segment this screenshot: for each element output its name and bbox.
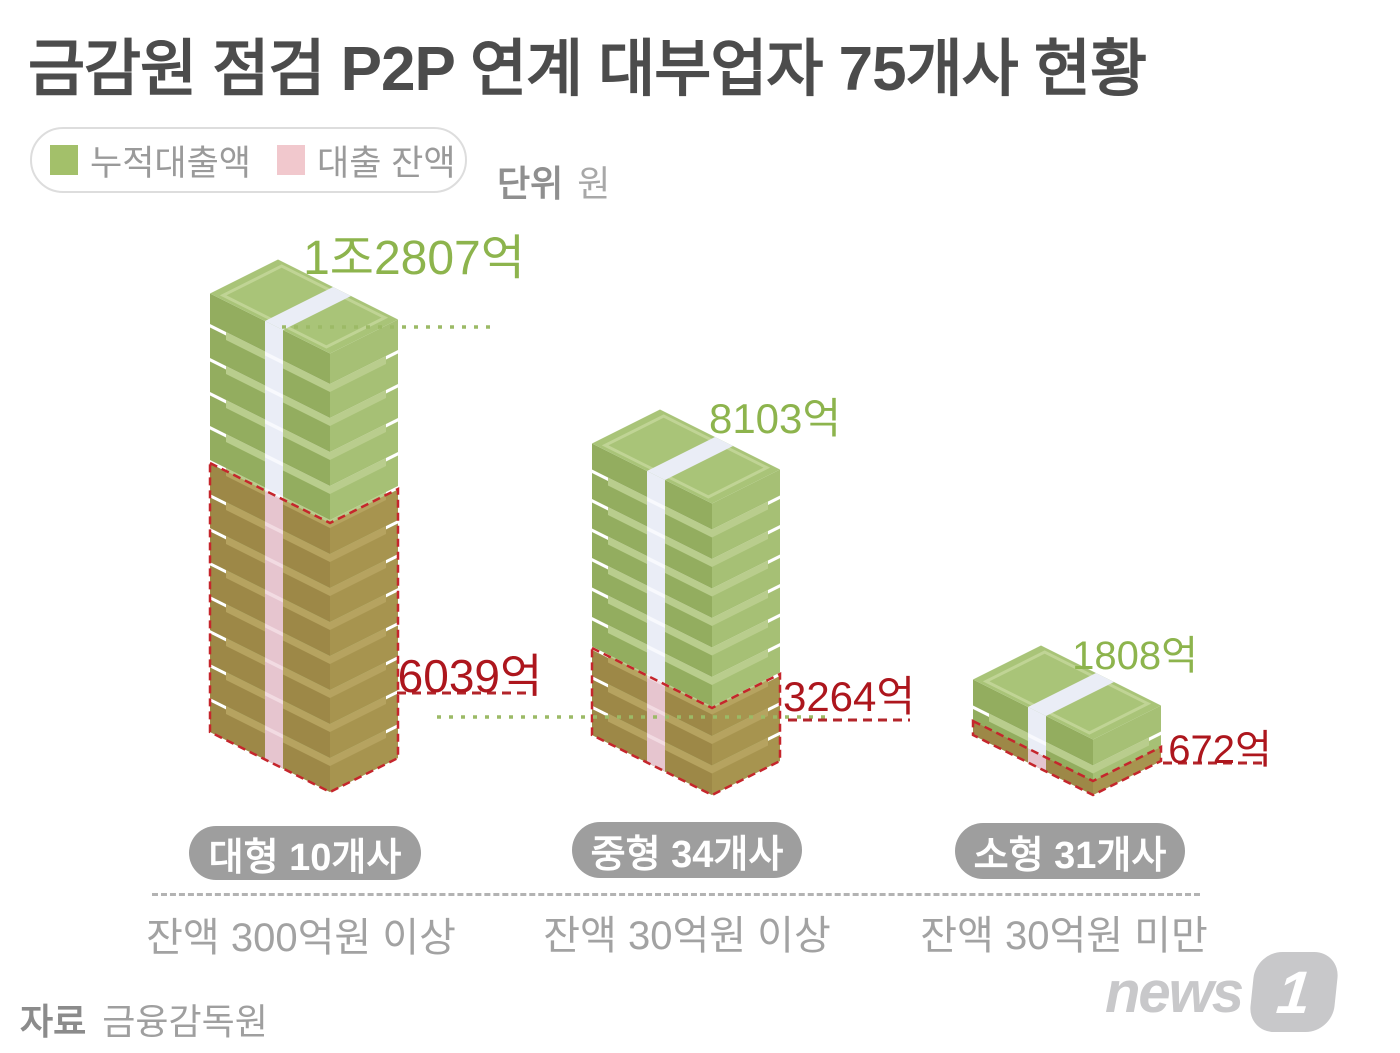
category-badge-small: 소형 31개사 — [955, 823, 1185, 879]
news1-logo-text: news — [1105, 959, 1244, 1025]
news1-logo-badge: 1 — [1247, 952, 1341, 1032]
caption-large: 잔액 300억원 이상 — [146, 916, 456, 960]
caption-medium: 잔액 30억원 이상 — [543, 914, 831, 958]
unit-note: 단위 원 — [497, 155, 610, 207]
unit-value: 원 — [577, 163, 611, 204]
value-label-balance-large: 6039억 — [397, 650, 543, 702]
news1-logo-badge-number: 1 — [1273, 958, 1315, 1026]
unit-label: 단위 — [497, 163, 564, 204]
value-label-balance-medium: 3264억 — [782, 673, 916, 720]
loan-balance-legend-label: 대출 잔액 — [317, 143, 456, 183]
news1-logo: news 1 — [1105, 952, 1341, 1032]
source-name: 금융감독원 — [102, 1001, 268, 1042]
dashed-separator-line — [152, 893, 1200, 896]
caption-small: 잔액 30억원 미만 — [920, 914, 1208, 958]
category-badge-large: 대형 10개사 — [189, 826, 421, 880]
cumulative-loan-swatch — [50, 145, 78, 175]
loan-balance-swatch — [277, 145, 306, 175]
value-label-cumulative-small: 1808억 — [1072, 634, 1198, 678]
legend-box: 누적대출액 대출 잔액 — [30, 127, 467, 193]
category-badge-medium: 중형 34개사 — [572, 822, 802, 878]
value-label-balance-small: 672억 — [1168, 728, 1272, 772]
source-note: 자료 금융감독원 — [20, 993, 268, 1045]
value-label-cumulative-medium: 8103억 — [708, 395, 842, 442]
source-prefix: 자료 — [20, 1001, 87, 1042]
value-label-cumulative-large: 1조2807억 — [303, 232, 525, 285]
cumulative-loan-legend-label: 누적대출액 — [90, 143, 252, 183]
page-title: 금감원 점검 P2P 연계 대부업자 75개사 현황 — [28, 35, 1147, 104]
